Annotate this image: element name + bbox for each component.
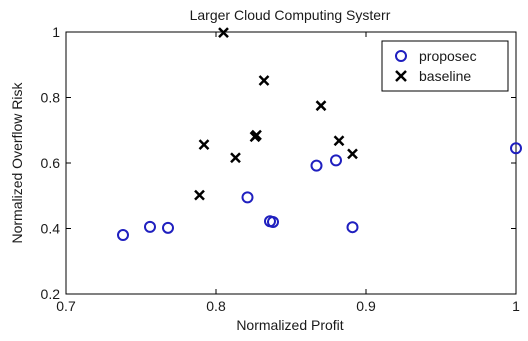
legend: proposec baseline	[381, 40, 509, 92]
x-tick-label: 1	[512, 298, 520, 314]
point-baseline	[198, 139, 210, 151]
point-baseline	[315, 100, 327, 112]
point-proposec	[267, 215, 279, 228]
point-baseline	[251, 129, 262, 141]
point-baseline	[218, 27, 229, 39]
point-proposec	[346, 221, 359, 234]
x-tick-label: 0.9	[356, 298, 376, 314]
legend-box	[381, 40, 509, 92]
y-tick-label: 0.6	[41, 155, 61, 171]
point-baseline	[333, 135, 345, 147]
legend-label-proposec: proposec	[419, 48, 477, 64]
point-proposec	[144, 220, 156, 233]
y-tick-label: 0.4	[41, 221, 61, 237]
y-tick-label: 0.8	[41, 90, 61, 106]
x-axis-label: Normalized Profit	[236, 317, 343, 333]
y-tick-label: 0.2	[41, 286, 61, 302]
chart-title: Larger Cloud Computing Systerr	[190, 7, 391, 23]
legend-marker-baseline	[395, 70, 407, 82]
point-proposec	[330, 154, 342, 167]
point-baseline	[258, 75, 270, 86]
point-baseline	[230, 152, 241, 164]
x-tick-label: 0.8	[206, 298, 226, 314]
point-proposec	[310, 159, 323, 172]
y-tick-label: 1	[52, 24, 60, 40]
point-proposec	[117, 229, 129, 242]
point-baseline	[194, 189, 205, 201]
y-axis-label: Normalized Overflow Risk	[9, 81, 25, 243]
point-proposec	[510, 142, 522, 155]
legend-marker-proposec	[395, 50, 407, 62]
point-proposec	[162, 221, 174, 234]
legend-label-baseline: baseline	[419, 68, 471, 84]
point-proposec	[241, 191, 254, 204]
point-baseline	[347, 148, 358, 160]
x-tick-label: 0.7	[56, 298, 76, 314]
